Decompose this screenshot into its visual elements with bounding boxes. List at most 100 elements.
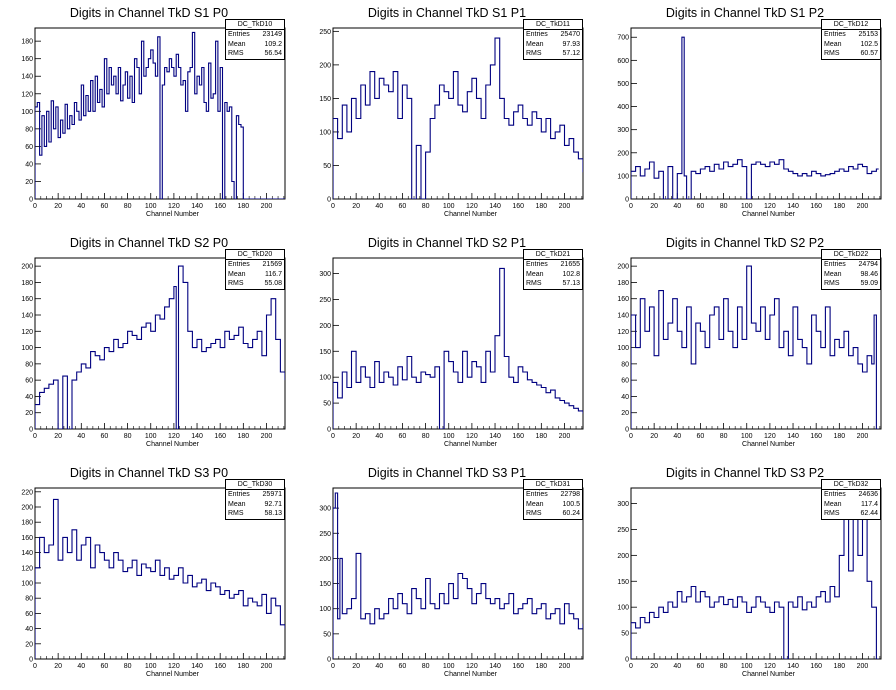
y-tick-label: 200 (319, 62, 331, 69)
x-axis-title: Channel Number (444, 671, 498, 678)
x-axis-title: Channel Number (742, 211, 796, 218)
histogram-pad: Digits in Channel TkD S1 P0 0 20 40 60 80 100 1… (0, 0, 298, 230)
y-tick-label: 0 (327, 197, 331, 204)
stats-key: Mean (824, 500, 842, 508)
x-tick-label: 60 (399, 433, 407, 440)
y-tick-label: 50 (323, 631, 331, 638)
stats-value: 116.7 (265, 270, 282, 278)
x-tick-label: 180 (833, 433, 845, 440)
x-tick-label: 200 (857, 203, 869, 210)
y-tick-label: 250 (617, 527, 629, 534)
x-tick-label: 140 (191, 433, 203, 440)
stats-key: Mean (526, 500, 544, 508)
histogram-series-line (35, 265, 285, 429)
stats-value: 97.93 (562, 40, 580, 48)
x-tick-label: 160 (214, 203, 226, 210)
y-tick-label: 300 (319, 506, 331, 513)
y-tick-label: 140 (617, 313, 629, 320)
x-tick-label: 40 (77, 663, 85, 670)
stats-row: Mean 116.7 (226, 270, 284, 279)
x-tick-label: 200 (261, 663, 273, 670)
stats-value: 62.44 (860, 510, 878, 518)
y-tick-label: 150 (617, 579, 629, 586)
x-tick-label: 140 (489, 663, 501, 670)
stats-value: 55.08 (264, 280, 282, 288)
x-tick-label: 100 (145, 203, 157, 210)
x-tick-label: 160 (214, 663, 226, 670)
stats-row: Entries 24794 (822, 260, 880, 269)
stats-key: RMS (526, 510, 542, 518)
y-tick-label: 80 (25, 126, 33, 133)
histogram-series-line (631, 265, 879, 429)
x-tick-label: 120 (168, 433, 180, 440)
x-tick-label: 60 (697, 433, 705, 440)
stats-value: 56.54 (264, 50, 282, 58)
y-tick-label: 100 (617, 605, 629, 612)
stats-value: 60.24 (562, 510, 580, 518)
x-axis-title: Channel Number (146, 211, 200, 218)
x-axis-title: Channel Number (146, 671, 200, 678)
y-tick-label: 100 (21, 345, 33, 352)
stats-key: Entries (824, 261, 846, 269)
y-tick-label: 180 (21, 39, 33, 46)
stats-box: DC_TkD10 Entries 23149 Mean 109.2 RMS 56.54 (225, 19, 285, 60)
stats-value: 102.8 (562, 270, 580, 278)
x-tick-label: 40 (673, 663, 681, 670)
x-tick-label: 100 (145, 433, 157, 440)
stats-row: Mean 97.93 (524, 40, 582, 49)
stats-row: Mean 102.5 (822, 40, 880, 49)
x-tick-label: 0 (33, 663, 37, 670)
stats-key: RMS (228, 280, 244, 288)
x-tick-label: 200 (261, 433, 273, 440)
x-tick-label: 0 (33, 203, 37, 210)
y-tick-label: 250 (319, 29, 331, 36)
x-tick-label: 0 (331, 663, 335, 670)
x-tick-label: 60 (101, 203, 109, 210)
x-tick-label: 20 (352, 433, 360, 440)
y-tick-label: 60 (621, 378, 629, 385)
x-tick-label: 80 (720, 433, 728, 440)
stats-key: Entries (526, 31, 548, 39)
x-tick-label: 0 (331, 433, 335, 440)
chart-title: Digits in Channel TkD S1 P2 (665, 6, 825, 20)
histogram-pad: Digits in Channel TkD S2 P2 0 20 40 60 80 100 1… (596, 230, 894, 460)
x-tick-label: 100 (443, 203, 455, 210)
plot-frame (332, 257, 584, 430)
histogram-pad: Digits in Channel TkD S1 P1 0 20 40 60 80 100 1… (298, 0, 596, 230)
stats-name: DC_TkD10 (226, 20, 284, 31)
stats-box: DC_TkD30 Entries 25971 Mean 92.71 RMS 58.13 (225, 479, 285, 520)
y-tick-label: 0 (327, 427, 331, 434)
y-tick-label: 120 (617, 329, 629, 336)
y-tick-label: 700 (617, 35, 629, 42)
histogram-series-line (35, 31, 285, 199)
stats-value: 24636 (858, 491, 878, 499)
x-tick-label: 80 (124, 433, 132, 440)
stats-row: Entries 21569 (226, 260, 284, 269)
stats-value: 100.5 (562, 500, 580, 508)
x-axis-title: Channel Number (444, 441, 498, 448)
y-tick-label: 40 (621, 394, 629, 401)
x-tick-label: 140 (489, 203, 501, 210)
x-tick-label: 180 (535, 203, 547, 210)
y-tick-label: 120 (21, 565, 33, 572)
y-tick-label: 200 (21, 505, 33, 512)
stats-key: Entries (824, 491, 846, 499)
y-tick-label: 50 (323, 163, 331, 170)
x-tick-label: 200 (559, 203, 571, 210)
histogram-plot: 0 20 40 60 80 100 120 140 160 180 200 0 50 100 150 200 2… (319, 257, 584, 448)
histogram-plot: 0 20 40 60 80 100 120 140 160 180 200 0 50 100 150 200 2… (617, 487, 882, 678)
stats-row: RMS 57.12 (524, 49, 582, 58)
stats-key: RMS (228, 510, 244, 518)
stats-value: 25971 (262, 491, 282, 499)
chart-title: Digits in Channel TkD S2 P1 (367, 236, 527, 250)
x-tick-label: 120 (168, 663, 180, 670)
x-axis-title: Channel Number (742, 441, 796, 448)
x-tick-label: 140 (787, 203, 799, 210)
histogram-series-line (333, 37, 583, 199)
stats-key: RMS (228, 50, 244, 58)
histogram-series-line (631, 492, 879, 659)
plot-frame (630, 27, 882, 200)
x-tick-label: 20 (54, 433, 62, 440)
y-tick-label: 120 (21, 329, 33, 336)
